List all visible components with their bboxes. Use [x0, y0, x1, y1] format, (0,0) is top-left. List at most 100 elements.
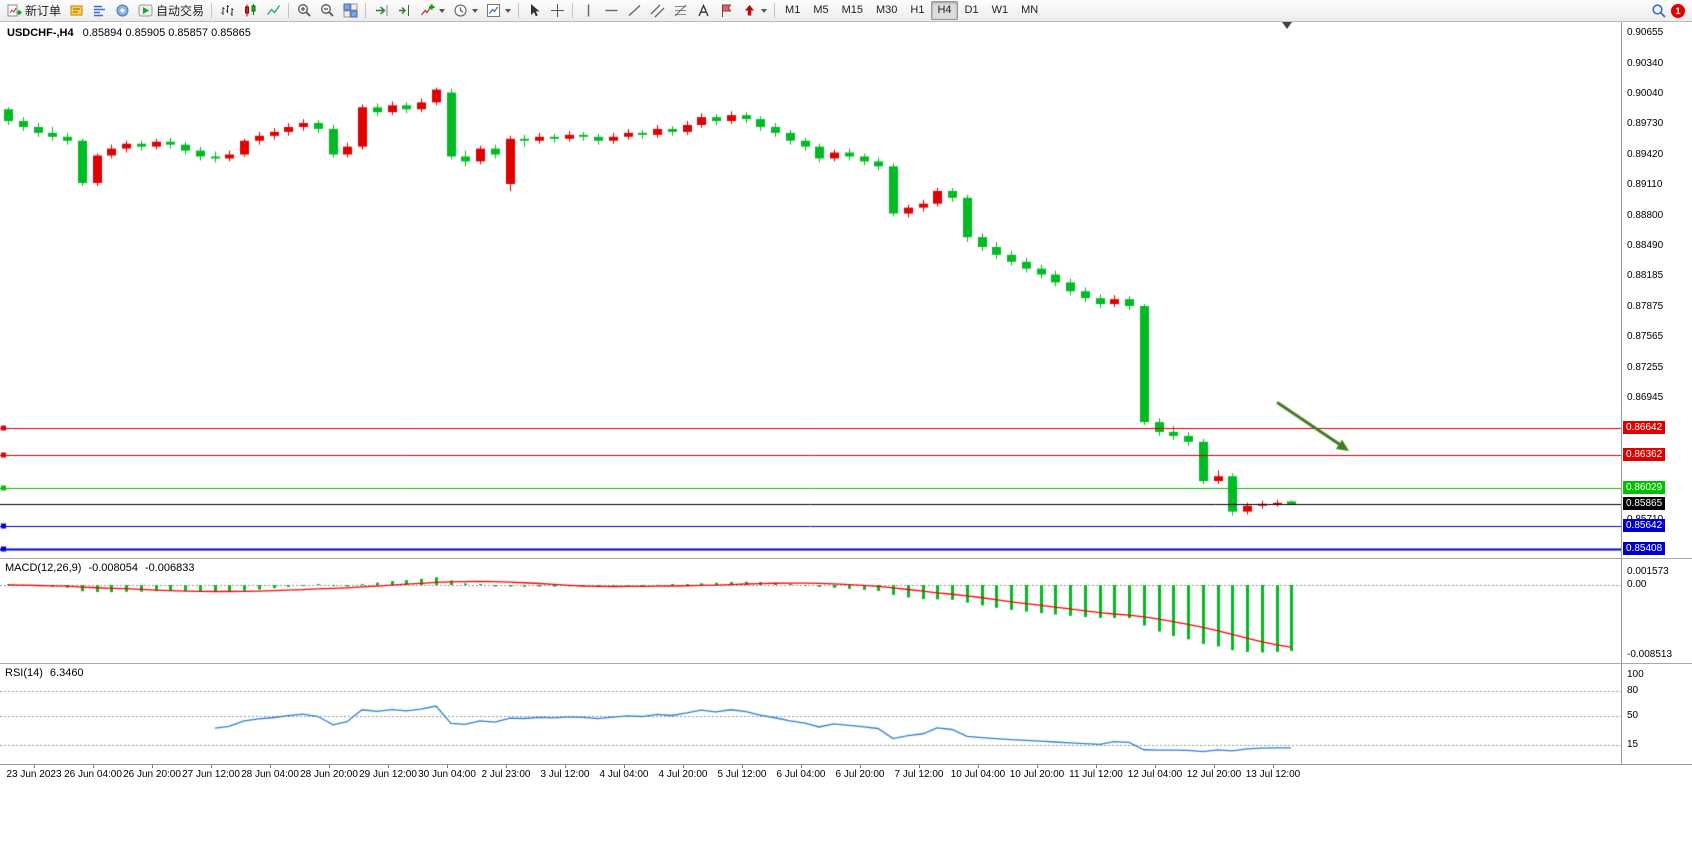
metaeditor-icon[interactable]: [65, 3, 87, 19]
price-line-label: 0.86362: [1623, 448, 1666, 462]
horizontal-line-icon[interactable]: [600, 3, 622, 19]
macd-tick: -0.008513: [1627, 648, 1673, 660]
price-tick: 0.87875: [1627, 300, 1664, 312]
chart-header: USDCHF-,H4 0.85894 0.85905 0.85857 0.858…: [7, 27, 251, 39]
new-order-button[interactable]: 新订单: [3, 2, 64, 20]
macd-signal-value: -0.006833: [144, 562, 195, 574]
time-label: 7 Jul 12:00: [894, 769, 944, 780]
rsi-tick: 50: [1627, 710, 1639, 721]
templates-button[interactable]: [482, 2, 514, 20]
timeframe-H1[interactable]: H1: [910, 4, 925, 16]
timeframe-D1[interactable]: D1: [964, 4, 979, 16]
timeframe-H4[interactable]: H4: [931, 1, 958, 20]
text-label-icon[interactable]: [715, 3, 737, 19]
macd-tick: 0.00: [1627, 579, 1647, 590]
dropdown-caret-icon: [472, 8, 479, 13]
chart-shift-icon[interactable]: [393, 3, 415, 19]
toolbar-separator: [774, 3, 776, 18]
dropdown-caret-icon: [761, 8, 768, 13]
price-tick: 0.90040: [1627, 87, 1664, 99]
timeframe-M15[interactable]: M15: [841, 4, 863, 16]
time-label: 28 Jun 20:00: [300, 769, 358, 780]
arrows-icon: [741, 3, 757, 19]
timeframe-buttons: M1 M5 M15 M30 H1 H4 D1 W1 MN: [779, 1, 1044, 20]
timeframe-M5[interactable]: M5: [813, 4, 829, 16]
zoom-out-icon[interactable]: [316, 3, 338, 19]
time-tick: [978, 765, 979, 768]
rsi-canvas[interactable]: [0, 664, 1621, 764]
cursor-icon[interactable]: [523, 3, 545, 19]
price-tick: 0.85710: [1627, 514, 1663, 525]
rsi-label: RSI(14) 6.3460: [5, 667, 84, 679]
chart-shift-marker-icon[interactable]: [1282, 22, 1292, 29]
price-tick: 0.88800: [1627, 209, 1664, 221]
time-label: 13 Jul 12:00: [1245, 769, 1301, 780]
periods-button[interactable]: [449, 2, 481, 20]
panel-separator[interactable]: [0, 558, 1692, 559]
time-tick: [1096, 765, 1097, 768]
time-label: 29 Jun 12:00: [359, 769, 417, 780]
macd-name: MACD(12,26,9): [5, 562, 82, 574]
time-label: 4 Jul 20:00: [658, 769, 708, 780]
time-label: 12 Jul 20:00: [1186, 769, 1242, 780]
timeframe-M1[interactable]: M1: [785, 4, 801, 16]
time-axis[interactable]: 23 Jun 2023 26 Jun 04:00 26 Jun 20:00 27 Ju…: [0, 764, 1692, 783]
text-icon[interactable]: [692, 3, 714, 19]
search-icon[interactable]: [1651, 3, 1667, 19]
time-label: 6 Jul 04:00: [776, 769, 826, 780]
market-depth-icon[interactable]: [88, 3, 110, 19]
rsi-panel: RSI(14) 6.3460 100 80 50 15: [0, 664, 1692, 764]
auto-scroll-icon[interactable]: [370, 3, 392, 19]
channel-icon[interactable]: [646, 3, 668, 19]
toolbar-separator: [572, 3, 574, 18]
timeframe-MN[interactable]: MN: [1021, 4, 1039, 16]
new-order-label: 新订单: [25, 4, 62, 18]
tile-windows-icon[interactable]: [339, 3, 361, 19]
arrows-button[interactable]: [738, 2, 770, 20]
toolbar-right-group: 1: [1651, 3, 1689, 19]
crosshair-icon[interactable]: [546, 3, 568, 19]
community-icon[interactable]: [111, 3, 133, 19]
dropdown-caret-icon: [439, 8, 446, 13]
price-line-label: 0.86029: [1623, 481, 1666, 495]
price-tick: 0.87255: [1627, 361, 1664, 373]
time-tick: [1155, 765, 1156, 768]
bar-chart-icon[interactable]: [216, 3, 238, 19]
trendline-icon[interactable]: [623, 3, 645, 19]
macd-canvas[interactable]: [0, 559, 1621, 663]
templates-icon: [485, 3, 501, 19]
auto-trading-button[interactable]: 自动交易: [134, 2, 207, 20]
panel-separator[interactable]: [0, 663, 1692, 664]
time-tick: [270, 765, 271, 768]
timeframe-W1[interactable]: W1: [991, 4, 1009, 16]
time-label: 4 Jul 04:00: [599, 769, 649, 780]
time-label: 10 Jul 20:00: [1009, 769, 1065, 780]
macd-axis[interactable]: 0.001573 0.00 -0.008513: [1621, 559, 1692, 663]
time-label: 12 Jul 04:00: [1127, 769, 1183, 780]
time-label: 6 Jul 20:00: [835, 769, 885, 780]
notification-badge[interactable]: 1: [1671, 3, 1685, 18]
auto-trading-label: 自动交易: [156, 4, 205, 18]
symbol-period-label: USDCHF-,H4: [7, 27, 74, 39]
timeframe-M30[interactable]: M30: [876, 4, 898, 16]
toolbar-separator: [518, 3, 520, 18]
indicators-button[interactable]: [416, 2, 448, 20]
fibonacci-icon[interactable]: [669, 3, 691, 19]
price-tick: 0.89730: [1627, 118, 1664, 130]
price-tick: 0.86945: [1627, 392, 1664, 403]
rsi-tick: 15: [1627, 738, 1639, 750]
time-label: 10 Jul 04:00: [950, 769, 1006, 780]
time-label: 26 Jun 04:00: [64, 769, 122, 780]
price-tick: 0.89110: [1627, 179, 1663, 191]
zoom-in-icon[interactable]: [293, 3, 315, 19]
price-axis[interactable]: 0.90655 0.90340 0.90040 0.89730 0.89420 0.891…: [1621, 22, 1692, 558]
time-label: 11 Jul 12:00: [1069, 769, 1123, 780]
time-tick: [801, 765, 802, 768]
time-tick: [93, 765, 94, 768]
time-label: 26 Jun 20:00: [123, 769, 181, 780]
line-chart-icon[interactable]: [262, 3, 284, 19]
rsi-axis[interactable]: 100 80 50 15: [1621, 664, 1692, 764]
price-chart-canvas[interactable]: [0, 22, 1621, 558]
vertical-line-icon[interactable]: [577, 3, 599, 19]
candlestick-chart-icon[interactable]: [239, 3, 261, 19]
